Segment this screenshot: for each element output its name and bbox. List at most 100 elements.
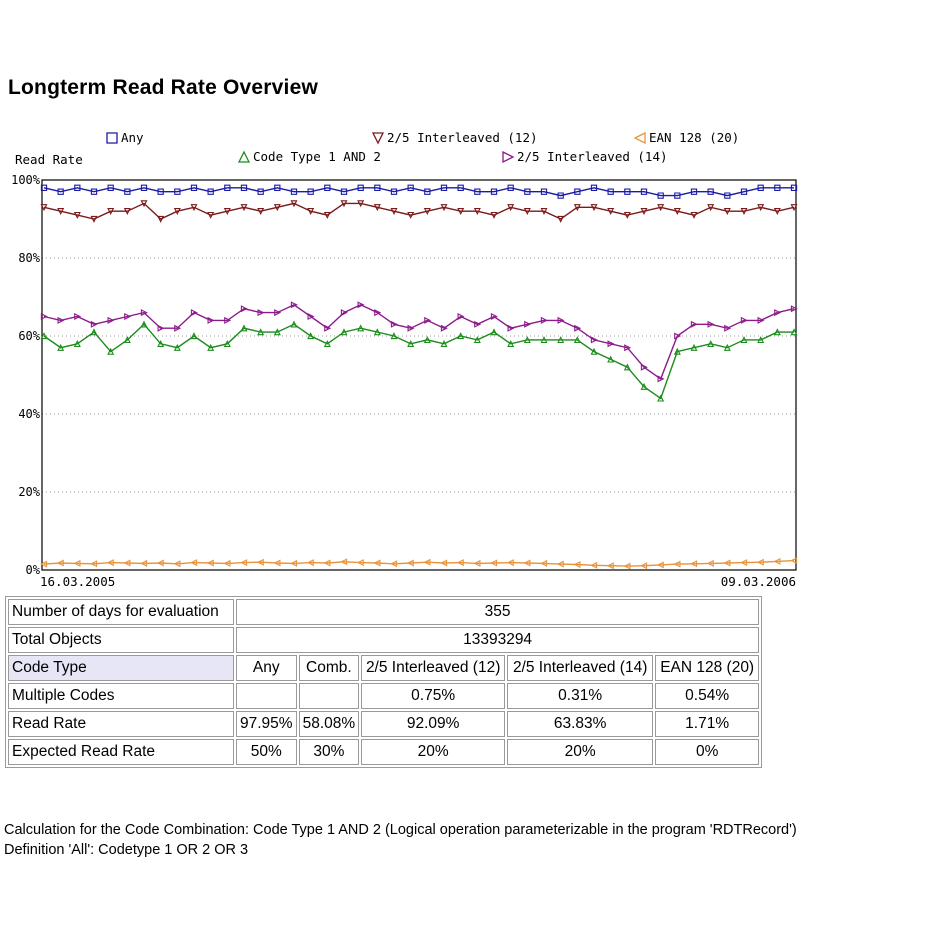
- data-point: [40, 332, 48, 340]
- data-point: [623, 562, 631, 570]
- row-label: Total Objects: [8, 627, 234, 653]
- data-point: [773, 328, 781, 336]
- data-point: [440, 204, 448, 212]
- table-cell: 63.83%: [507, 711, 654, 737]
- data-point: [557, 192, 564, 199]
- legend-label: Code Type 1 AND 2: [253, 149, 381, 164]
- data-point: [540, 208, 548, 216]
- data-point: [173, 208, 181, 216]
- data-point: [107, 184, 114, 191]
- data-point: [607, 208, 615, 216]
- data-point: [307, 332, 315, 340]
- row-label: Multiple Codes: [8, 683, 234, 709]
- legend-label: 2/5 Interleaved (12): [387, 130, 538, 145]
- data-point: [323, 211, 331, 219]
- data-point: [657, 192, 664, 199]
- data-point: [240, 324, 248, 332]
- data-point: [157, 339, 165, 347]
- data-point: [706, 559, 714, 567]
- data-point: [223, 208, 231, 216]
- data-point: [724, 324, 732, 332]
- data-point: [173, 343, 181, 351]
- data-point: [340, 200, 348, 208]
- data-point: [590, 336, 598, 344]
- data-point: [257, 309, 265, 317]
- data-point: [473, 559, 481, 567]
- data-point: [223, 559, 231, 567]
- table-cell: 0.75%: [361, 683, 506, 709]
- data-point: [723, 559, 731, 567]
- y-tick-label: 100%: [11, 173, 41, 187]
- data-point: [290, 200, 298, 208]
- data-point: [456, 559, 464, 567]
- data-point: [473, 208, 481, 216]
- data-point: [524, 188, 531, 195]
- row-label: Expected Read Rate: [8, 739, 234, 765]
- data-point: [557, 215, 565, 223]
- data-point: [257, 328, 265, 336]
- data-point: [123, 208, 131, 216]
- table-row: Multiple Codes 0.75% 0.31% 0.54%: [8, 683, 760, 709]
- data-point: [540, 188, 548, 195]
- data-point: [457, 313, 465, 320]
- data-point: [140, 309, 148, 317]
- data-point: [74, 184, 81, 191]
- data-point: [790, 204, 798, 212]
- data-point: [740, 559, 748, 567]
- data-point: [657, 394, 665, 402]
- days-value: 355: [236, 599, 760, 625]
- table-row: Number of days for evaluation 355: [8, 599, 760, 625]
- table-cell: 0%: [655, 739, 760, 765]
- data-point: [107, 208, 115, 216]
- y-tick-label: 60%: [18, 329, 40, 343]
- data-point: [740, 208, 748, 216]
- data-point: [757, 204, 765, 212]
- table-row: Expected Read Rate 50% 30% 20% 20% 0%: [8, 739, 760, 765]
- data-point: [107, 347, 115, 355]
- data-point: [790, 328, 798, 336]
- footnotes: Calculation for the Code Combination: Co…: [4, 820, 797, 860]
- data-point: [57, 208, 65, 216]
- data-point: [206, 559, 214, 567]
- data-point: [90, 188, 98, 195]
- data-point: [373, 328, 381, 336]
- data-point: [724, 192, 731, 199]
- y-tick-labels: 0% 20% 40% 60% 80% 100%: [11, 173, 41, 577]
- data-point: [707, 204, 715, 212]
- data-point: [607, 355, 615, 363]
- data-point: [340, 558, 348, 566]
- data-point: [557, 336, 565, 344]
- data-point: [690, 320, 698, 328]
- data-point: [257, 188, 264, 195]
- data-point: [274, 309, 282, 317]
- data-point: [40, 313, 48, 320]
- y-tick-label: 0%: [26, 563, 41, 577]
- y-tick-label: 20%: [18, 485, 40, 499]
- data-point: [324, 184, 331, 191]
- x-start-label: 16.03.2005: [40, 574, 115, 589]
- data-point: [340, 188, 348, 195]
- data-point: [273, 559, 281, 567]
- data-point: [640, 382, 648, 390]
- series-line: [43, 187, 794, 197]
- data-point: [707, 339, 715, 347]
- data-point: [523, 208, 531, 216]
- data-point: [390, 188, 398, 195]
- row-label: Read Rate: [8, 711, 234, 737]
- data-point: [273, 328, 281, 336]
- data-point: [773, 208, 781, 216]
- data-point: [240, 559, 248, 567]
- data-point: [490, 559, 498, 567]
- data-point: [157, 188, 164, 195]
- data-point: [790, 184, 798, 191]
- data-point: [57, 316, 65, 324]
- data-point: [407, 211, 415, 219]
- data-point: [374, 309, 382, 317]
- data-point: [507, 339, 515, 347]
- data-point: [40, 560, 48, 568]
- y-tick-label: 40%: [18, 407, 40, 421]
- data-point: [740, 336, 748, 344]
- data-point: [90, 560, 98, 568]
- table-cell: 50%: [236, 739, 297, 765]
- data-point: [624, 188, 631, 195]
